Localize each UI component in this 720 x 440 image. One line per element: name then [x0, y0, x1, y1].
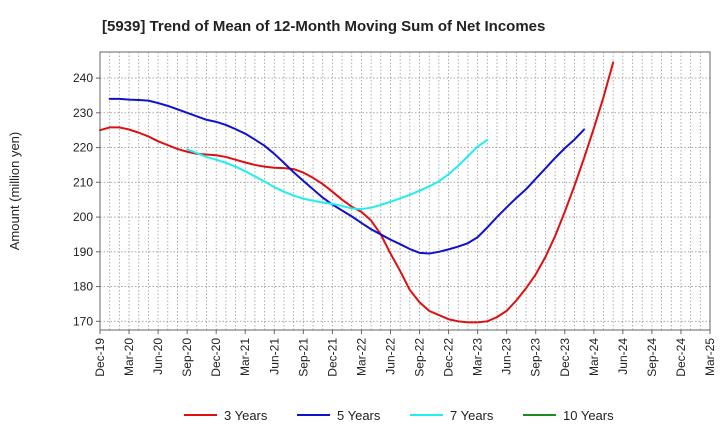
x-tick-label: Sep-21: [296, 338, 310, 377]
x-tick-label: Mar-20: [122, 338, 136, 376]
x-tick-label: Sep-22: [413, 338, 427, 377]
x-tick-label: Jun-22: [383, 338, 397, 375]
y-tick-label: 240: [73, 71, 93, 85]
series-layer: [99, 61, 615, 324]
y-tick-label: 220: [73, 141, 93, 155]
y-tick-label: 210: [73, 175, 93, 189]
x-tick-label: Dec-19: [93, 338, 107, 377]
chart-title: [5939] Trend of Mean of 12-Month Moving …: [102, 18, 545, 35]
y-tick-label: 200: [73, 210, 93, 224]
legend-label-7-years: 7 Years: [450, 408, 494, 423]
x-tick-label: Sep-20: [180, 338, 194, 377]
x-tick-label: Mar-23: [471, 338, 485, 376]
y-tick-label: 170: [73, 314, 93, 328]
y-tick-label: 180: [73, 280, 93, 294]
y-axis-label: Amount (million yen): [7, 132, 22, 251]
series-line-5-years: [108, 97, 586, 255]
x-tick-label: Dec-21: [325, 338, 339, 377]
series-line-7-years: [186, 138, 489, 211]
grid-layer: [100, 52, 710, 330]
x-tick-label: Jun-20: [151, 338, 165, 375]
plot-frame: [99, 51, 711, 331]
y-tick-label: 230: [73, 106, 93, 120]
x-tick-label: Jun-24: [616, 338, 630, 375]
legend-label-3-years: 3 Years: [224, 408, 268, 423]
x-tick-label: Mar-21: [238, 338, 252, 376]
x-tick-label: Mar-24: [587, 338, 601, 376]
y-tick-label: 190: [73, 245, 93, 259]
x-tick-label: Mar-22: [354, 338, 368, 376]
legend: 3 Years 5 Years 7 Years 10 Years: [184, 408, 614, 423]
x-tick-label: Sep-24: [645, 338, 659, 377]
x-tick-label: Dec-20: [209, 338, 223, 377]
x-tick-label: Jun-23: [500, 338, 514, 375]
x-tick-label: Mar-25: [703, 338, 717, 376]
x-tick-label: Dec-22: [442, 338, 456, 377]
y-tick-layer: 170 180 190 200 210 220 230 240: [73, 71, 100, 328]
x-tick-layer: Dec-19 Mar-20 Jun-20 Sep-20 Dec-20 Mar-21 Jun-…: [93, 330, 717, 377]
legend-label-10-years: 10 Years: [563, 408, 614, 423]
x-tick-label: Dec-23: [558, 338, 572, 377]
x-tick-label: Sep-23: [529, 338, 543, 377]
x-tick-label: Jun-21: [267, 338, 281, 375]
plot-area: [100, 52, 710, 330]
legend-label-5-years: 5 Years: [337, 408, 381, 423]
x-tick-label: Dec-24: [674, 338, 688, 377]
